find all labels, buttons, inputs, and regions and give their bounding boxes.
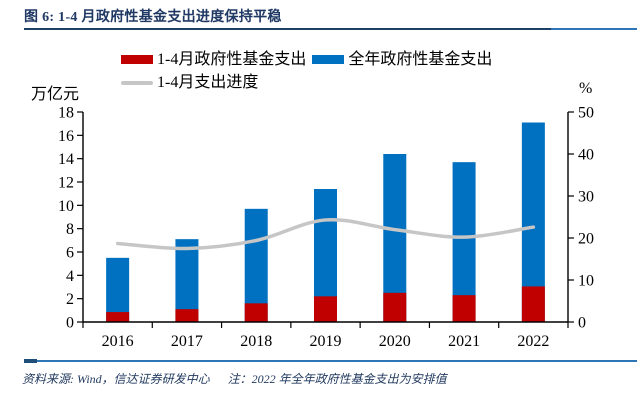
right-axis-unit-label: % xyxy=(579,80,593,97)
legend-row-2: 1-4月支出进度 xyxy=(121,73,492,92)
y2-axis-tick-label: 50 xyxy=(578,105,594,122)
x-axis-label: 2017 xyxy=(171,333,203,350)
legend: 1-4月政府性基金支出 全年政府性基金支出 1-4月支出进度 xyxy=(121,50,492,92)
full-year-bar-2020 xyxy=(383,154,407,322)
x-axis-label: 2022 xyxy=(517,333,549,350)
gray-line-swatch-icon xyxy=(121,80,153,85)
source-text: 资料来源: Wind，信达证券研发中心 xyxy=(22,372,210,386)
legend-label-progress: 1-4月支出进度 xyxy=(157,74,259,91)
note-text: 注：2022 年全年政府性基金支出为安排值 xyxy=(227,372,447,386)
legend-item-full-year-expenditure: 全年政府性基金支出 xyxy=(312,50,492,69)
x-axis-label: 2016 xyxy=(102,333,134,350)
y-axis-tick-label: 2 xyxy=(66,291,74,308)
y2-axis-tick-label: 40 xyxy=(578,147,594,164)
y2-axis-tick-label: 0 xyxy=(578,315,586,332)
full-year-bar-2018 xyxy=(244,208,268,322)
x-axis-label: 2020 xyxy=(379,333,411,350)
y-axis-tick-label: 12 xyxy=(58,175,74,192)
red-bar-swatch-icon xyxy=(121,55,153,64)
figure-title: 图 6: 1-4 月政府性基金支出进度保持平稳 xyxy=(24,10,282,25)
x-axis-label: 2021 xyxy=(448,333,480,350)
y-axis-tick-label: 6 xyxy=(66,245,74,262)
legend-item-jan-apr-expenditure: 1-4月政府性基金支出 xyxy=(121,50,306,69)
legend-row-1: 1-4月政府性基金支出 全年政府性基金支出 xyxy=(121,50,492,69)
y-axis-tick-label: 8 xyxy=(66,221,74,238)
y2-axis-tick-label: 20 xyxy=(578,231,594,248)
x-axis-label: 2018 xyxy=(240,333,272,350)
y-axis-tick-label: 0 xyxy=(66,315,74,332)
jan-apr-bar-2019 xyxy=(314,296,337,322)
title-underline xyxy=(24,28,637,30)
jan-apr-bar-2016 xyxy=(106,312,130,322)
y-axis-tick-label: 14 xyxy=(58,151,74,168)
blue-bar-swatch-icon xyxy=(312,55,345,64)
chart: 0 2 4 6 8 10 12 14 16 18 0 10 20 30 40 50 2016 2017 2018 20… xyxy=(58,105,594,351)
jan-apr-bar-2020 xyxy=(383,292,407,322)
x-axis-label: 2019 xyxy=(310,333,342,350)
full-year-bar-2021 xyxy=(452,162,476,322)
jan-apr-bar-2018 xyxy=(244,303,268,322)
legend-item-progress: 1-4月支出进度 xyxy=(121,73,258,92)
legend-label-jan-apr-expenditure: 1-4月政府性基金支出 xyxy=(157,51,307,68)
jan-apr-bar-2021 xyxy=(452,295,476,322)
legend-label-full-year-expenditure: 全年政府性基金支出 xyxy=(348,51,493,68)
footer: 资料来源: Wind，信达证券研发中心 注：2022 年全年政府性基金支出为安排… xyxy=(22,370,447,387)
left-axis-unit-label: 万亿元 xyxy=(31,86,80,103)
bottom-divider-cap xyxy=(24,359,37,363)
y-axis-tick-label: 16 xyxy=(58,128,74,145)
progress-line xyxy=(115,217,536,251)
jan-apr-bar-2022 xyxy=(521,286,545,322)
jan-apr-bar-2017 xyxy=(175,309,199,322)
y-axis-tick-label: 4 xyxy=(66,268,74,285)
full-year-bar-2022 xyxy=(521,122,545,322)
full-year-bar-2017 xyxy=(175,239,199,322)
y2-axis-tick-label: 30 xyxy=(578,189,594,206)
y2-axis-tick-label: 10 xyxy=(578,273,594,290)
bottom-divider xyxy=(24,360,637,362)
y-axis-tick-label: 10 xyxy=(58,198,74,215)
full-year-bar-2016 xyxy=(106,257,130,322)
y-axis-tick-label: 18 xyxy=(58,105,74,122)
